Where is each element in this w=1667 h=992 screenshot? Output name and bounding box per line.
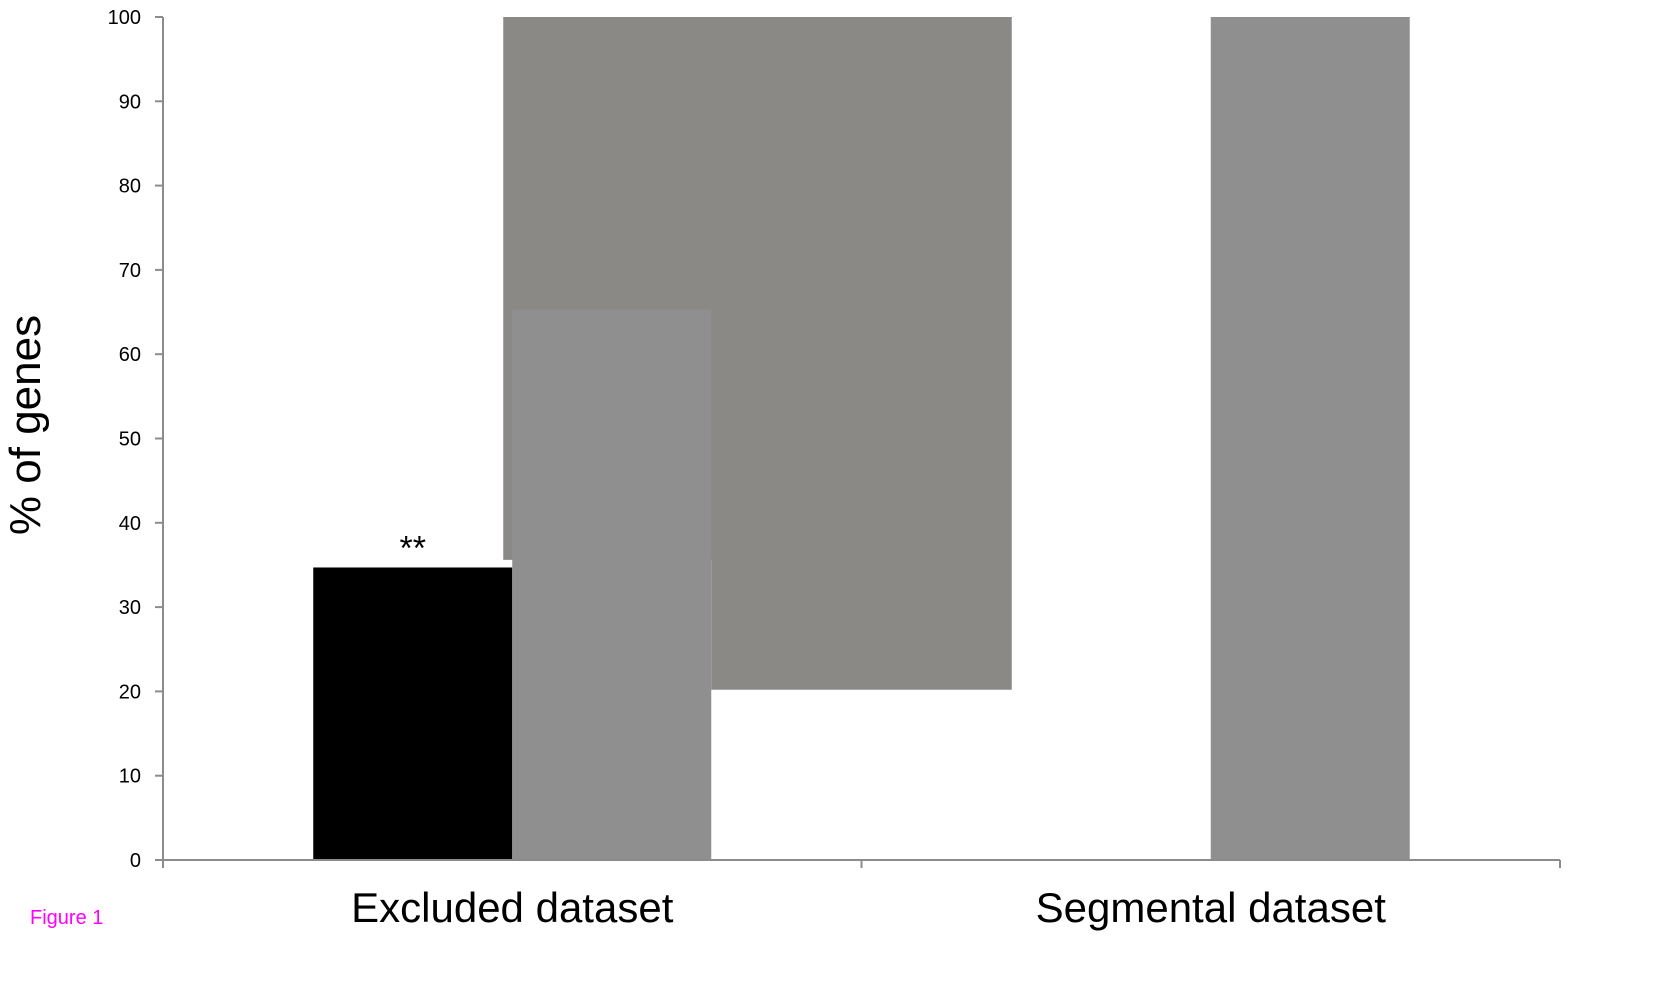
y-axis-title: % of genes — [1, 315, 50, 535]
bar-1-1 — [313, 567, 513, 860]
y-tick-label: 90 — [119, 91, 141, 113]
x-category-label: Segmental dataset — [1036, 884, 1387, 931]
y-tick-label: 60 — [119, 344, 141, 366]
y-tick-label: 20 — [119, 681, 141, 703]
y-tick-label: 30 — [119, 597, 141, 619]
y-tick-label: 10 — [119, 766, 141, 788]
axes: 0 10 20 30 40 50 60 70 80 90 100 Excluded dataset Se… — [108, 7, 1561, 931]
figure-label: Figure 1 — [30, 907, 103, 929]
y-tick-label: 70 — [119, 260, 141, 282]
y-tick-label: 40 — [119, 513, 141, 535]
plot-area: ** — [313, 17, 1410, 860]
x-category-label: Excluded dataset — [351, 884, 674, 931]
y-tick-label: 100 — [108, 7, 141, 29]
bar-2-2 — [1210, 17, 1410, 860]
y-tick-label: 80 — [119, 176, 141, 198]
y-tick-label: 50 — [119, 429, 141, 451]
significance-marker: ** — [400, 529, 426, 567]
bar-2-1 — [512, 309, 712, 860]
y-tick-label: 0 — [130, 850, 141, 872]
